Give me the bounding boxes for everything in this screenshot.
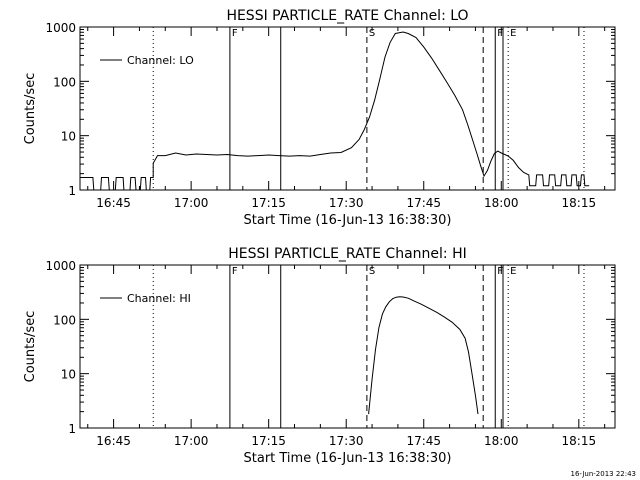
legend-label: Channel: HI [127, 292, 191, 305]
y-axis-label: Counts/sec [23, 311, 38, 383]
y-tick-label: 100 [53, 313, 76, 327]
x-tick-label: 18:00 [484, 196, 519, 210]
event-marker-label: F [497, 266, 503, 277]
series-line [80, 31, 590, 191]
event-marker-label: E [510, 266, 516, 277]
y-tick-label: 1000 [45, 21, 76, 35]
chart-title: HESSI PARTICLE_RATE Channel: LO [226, 8, 468, 24]
x-tick-label: 18:00 [484, 434, 519, 448]
x-tick-label: 16:45 [96, 196, 131, 210]
event-marker-label: F [232, 28, 238, 39]
x-tick-label: 17:00 [174, 434, 209, 448]
plot-frame [79, 264, 616, 429]
y-axis-label: Counts/sec [23, 73, 38, 145]
y-tick-label: 1 [68, 422, 76, 436]
y-tick-label: 10 [61, 130, 76, 144]
x-tick-label: 17:15 [251, 434, 286, 448]
event-marker-label: S [369, 266, 375, 277]
y-tick-label: 1000 [45, 259, 76, 273]
chart-title: HESSI PARTICLE_RATE Channel: HI [228, 246, 466, 262]
x-axis-label: Start Time (16-Jun-13 16:38:30) [244, 213, 452, 228]
footer-timestamp: 16-Jun-2013 22:43 [570, 470, 637, 478]
x-tick-label: 17:15 [251, 196, 286, 210]
event-marker-label: S [369, 28, 375, 39]
event-marker-label: E [510, 28, 516, 39]
legend-label: Channel: LO [127, 54, 194, 67]
event-marker-label: F [497, 28, 503, 39]
x-tick-label: 18:15 [562, 434, 597, 448]
x-tick-label: 18:15 [562, 196, 597, 210]
x-axis-label: Start Time (16-Jun-13 16:38:30) [244, 451, 452, 466]
chart-panel-lo: HESSI PARTICLE_RATE Channel: LO 1 10 100 100… [23, 8, 616, 228]
y-tick-label: 1 [68, 184, 76, 198]
x-tick-label: 17:00 [174, 196, 209, 210]
x-tick-label: 17:30 [329, 434, 364, 448]
event-marker-label: F [232, 266, 238, 277]
y-tick-label: 100 [53, 75, 76, 89]
plot-frame [79, 26, 616, 191]
series-line [368, 296, 479, 415]
x-tick-label: 17:30 [329, 196, 364, 210]
x-tick-label: 17:45 [406, 434, 441, 448]
y-tick-label: 10 [61, 368, 76, 382]
x-tick-label: 16:45 [96, 434, 131, 448]
x-tick-label: 17:45 [406, 196, 441, 210]
chart-panel-hi: HESSI PARTICLE_RATE Channel: HI 1 10 100 100… [23, 246, 616, 466]
